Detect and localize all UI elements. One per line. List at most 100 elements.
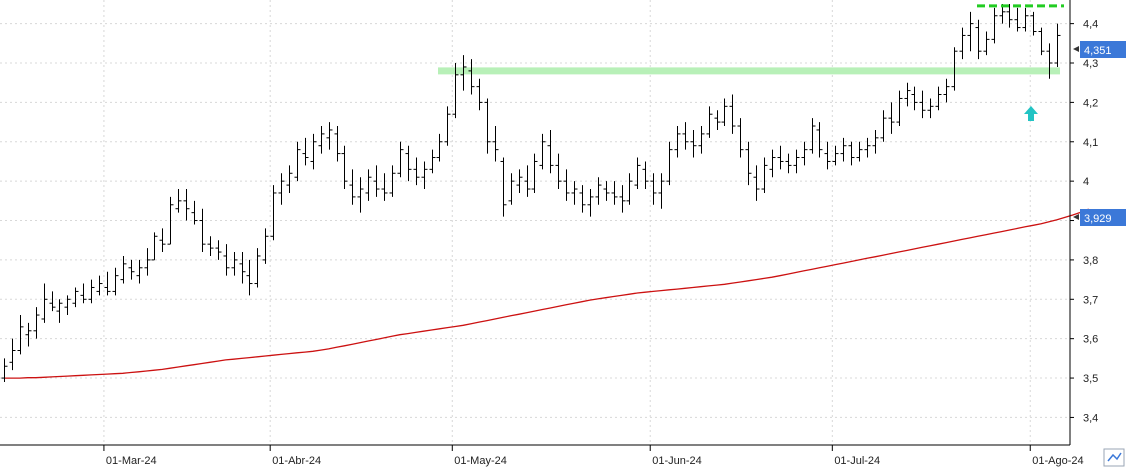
y-tick-label: 3,7 [1083,294,1098,306]
ohlc-bar [761,157,768,193]
ohlc-bar [706,106,713,138]
ohlc-bar [104,271,111,296]
ohlc-bar [239,252,246,284]
ohlc-bar [25,322,32,347]
ohlc-bar [246,259,253,296]
ohlc-bar [983,31,990,56]
ohlc-bar [286,165,293,193]
y-tick-label: 3,5 [1083,373,1098,385]
ohlc-bar [911,86,918,111]
x-tick-label: 01-Mar-24 [106,455,157,467]
ohlc-bar [674,126,681,158]
ohlc-bar [49,291,56,312]
y-tick-label: 3,8 [1083,255,1098,267]
ohlc-bar [1022,7,1029,32]
y-tick-label: 4 [1083,176,1089,188]
ohlc-bar [96,275,103,296]
ohlc-bar [824,141,831,170]
y-tick-label: 4,1 [1083,137,1098,149]
ohlc-bar [698,126,705,154]
ohlc-bar [215,240,222,260]
x-tick-labels: 01-Mar-24 01-Abr-24 01-May-24 01-Jun-24 01-J… [103,445,1084,467]
ohlc-bar [943,78,950,103]
ohlc-bar [492,126,499,162]
ohlc-bar [326,122,333,150]
ohlc-bar [310,133,317,170]
ohlc-bar [223,244,230,276]
ohlc-bar [159,228,166,253]
ohlc-bar [88,279,95,304]
ohlc-bar [619,185,626,213]
ohlc-bar [151,232,158,261]
ohlc-bar [547,129,554,174]
ohlc-bar [880,110,887,142]
zoom-toggle-button[interactable] [1103,448,1125,467]
ohlc-bar [183,189,190,221]
ohlc-bar [41,283,48,323]
ohlc-bar [809,118,816,154]
ohlc-bar [1054,23,1061,67]
ohlc-bar [690,129,697,158]
ohlc-bar [334,126,341,162]
ohlc-bar [413,157,420,186]
ohlc-bar [357,177,364,213]
ohlc-bar [666,141,673,186]
ohlc-bar [302,137,309,166]
ohlc-bar [429,149,436,174]
ohlc-bar [120,255,127,284]
ohlc-bar [112,267,119,296]
ohlc-bar [64,295,71,316]
zoom-icon [1107,452,1122,462]
ohlc-bar [793,149,800,174]
ohlc-bar [872,129,879,154]
ohlc-bar [721,98,728,127]
ohlc-bar [381,173,388,201]
up-arrow-icon [1024,106,1038,121]
ohlc-bar [777,145,784,170]
ohlc-bar [207,236,214,256]
ohlc-bar [484,98,491,154]
moving-average-layer [4,208,1089,379]
ohlc-bar [1014,7,1021,32]
y-tick-label: 3,6 [1083,334,1098,346]
ohlc-bar [524,165,531,197]
ohlc-bar [167,196,174,245]
ohlc-bar [56,299,63,323]
moving-average-line [4,208,1089,379]
ohlc-bar [571,181,578,205]
ohlc-bar [33,307,40,339]
ohlc-bar [626,173,633,205]
ohlc-bar [927,98,934,119]
ohlc-bar [199,208,206,253]
ohlc-bar [714,110,721,130]
ohlc-bar [888,102,895,134]
ohlc-bar [397,141,404,178]
ohlc-bar [539,133,546,170]
support-band [438,67,1060,75]
ohlc-bar [967,11,974,52]
ohlc-bar [468,59,475,95]
ohlc-bar [991,7,998,44]
ohlc-bar [611,181,618,205]
ohlc-bar [476,78,483,111]
ohlc-bar [579,185,586,213]
y-tick-label: 4,2 [1083,97,1098,109]
ohlc-bar [373,165,380,197]
ohlc-bar [365,169,372,201]
ohlc-bar [856,141,863,162]
ohlc-bar [840,137,847,162]
x-tick-label: 01-Jul-24 [834,455,880,467]
ohlc-bar [262,228,269,264]
value-tags: 4,351 3,929 [1073,41,1126,226]
ohlc-bar [848,141,855,166]
ohlc-bar [1038,27,1045,56]
ohlc-bar [278,173,285,205]
ohlc-bar [318,126,325,154]
ohlc-bar [1,358,8,382]
annotation-layer [977,4,1064,121]
ohlc-bar [919,90,926,119]
ohlc-bar [1030,11,1037,36]
ohlc-bar [832,145,839,166]
ohlc-bar [634,157,641,190]
support-band-layer [438,67,1060,75]
